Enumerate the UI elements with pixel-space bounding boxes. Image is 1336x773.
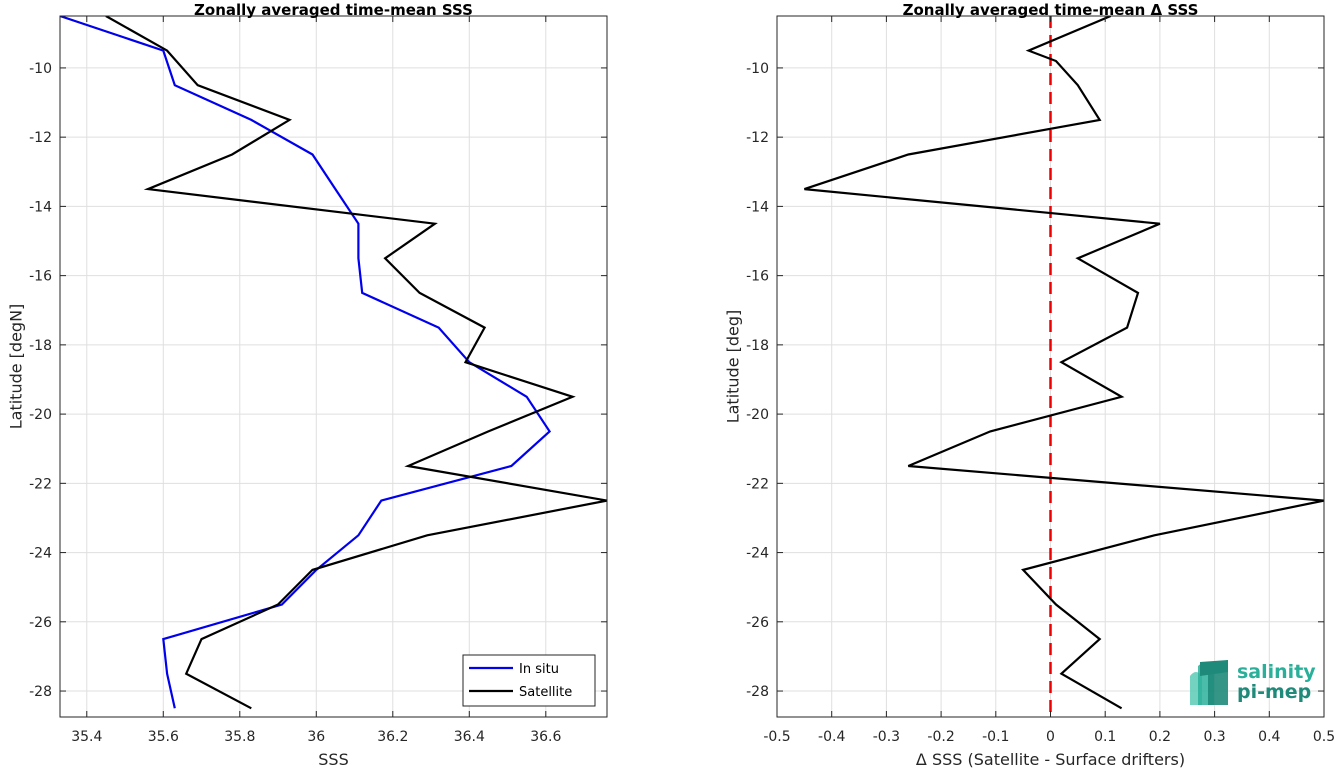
y-tick-label: -12	[29, 130, 52, 146]
x-tick-label: 0.3	[1203, 729, 1225, 745]
plot-area	[60, 16, 607, 717]
y-tick-label: -22	[29, 476, 52, 492]
y-tick-label: -18	[29, 338, 52, 354]
y-tick-label: -22	[746, 476, 769, 492]
y-tick-label: -26	[746, 615, 769, 631]
y-axis-label: Latitude [deg]	[724, 310, 743, 424]
y-tick-label: -28	[29, 684, 52, 700]
y-tick-label: -24	[746, 546, 769, 562]
x-tick-label: -0.3	[873, 729, 900, 745]
chart-panel-1: 35.4 35.6 35.8 36 36.2 36.4 36.6 -10 -12 -14 -16 -1…	[7, 1, 608, 769]
x-tick-label: 36.4	[454, 729, 485, 745]
x-tick-label: 36.6	[530, 729, 561, 745]
x-tick-label: 36.2	[377, 729, 408, 745]
x-tick-label: -0.4	[818, 729, 845, 745]
axes-frame	[59, 15, 608, 718]
y-tick-label: -12	[746, 130, 769, 146]
legend-label: In situ	[519, 662, 559, 677]
x-tick-label: 0.1	[1094, 729, 1116, 745]
chart-panel-2: -0.5 -0.4 -0.3 -0.2 -0.1 0 0.1 0.2 0.3 0.4 0.5 -10 -…	[724, 1, 1336, 769]
x-tick-label: 35.4	[71, 729, 102, 745]
y-tick-label: -16	[746, 269, 769, 285]
logo-top-band	[1200, 660, 1228, 676]
series-line-satellite	[105, 16, 607, 710]
y-tick-label: -14	[746, 199, 769, 215]
y-tick-label: -10	[29, 61, 52, 77]
x-tick-label: -0.5	[763, 729, 790, 745]
legend: In situ Satellite	[462, 654, 596, 707]
y-tick-label: -10	[746, 61, 769, 77]
y-tick-label: -24	[29, 546, 52, 562]
logo-text-salinity: salinity	[1237, 661, 1316, 683]
x-axis-label: SSS	[318, 750, 348, 769]
x-tick-label: -0.1	[982, 729, 1009, 745]
chart-title: Zonally averaged time-mean SSS	[194, 1, 473, 19]
logo-text-pimep: pi-mep	[1237, 681, 1311, 703]
series-line-delta-sss	[804, 16, 1324, 710]
y-tick-label: -18	[746, 338, 769, 354]
y-tick-label: -16	[29, 269, 52, 285]
y-tick-label: -20	[746, 407, 769, 423]
legend-box	[462, 654, 596, 707]
y-tick-label: -26	[29, 615, 52, 631]
x-axis-label: Δ SSS (Satellite - Surface drifters)	[916, 750, 1185, 769]
y-tick-label: -20	[29, 407, 52, 423]
x-tick-label: 35.8	[224, 729, 255, 745]
x-tick-label: 0	[1046, 729, 1055, 745]
y-tick-label: -14	[29, 199, 52, 215]
chart-title: Zonally averaged time-mean Δ SSS	[903, 1, 1199, 19]
x-tick-label: 0.2	[1149, 729, 1171, 745]
legend-label: Satellite	[519, 685, 572, 700]
x-tick-label: 35.6	[148, 729, 179, 745]
x-tick-label: 0.4	[1258, 729, 1280, 745]
x-tick-label: 0.5	[1313, 729, 1335, 745]
y-tick-label: -28	[746, 684, 769, 700]
x-tick-label: -0.2	[927, 729, 954, 745]
x-tick-label: 36	[307, 729, 325, 745]
y-axis-label: Latitude [degN]	[7, 304, 26, 430]
